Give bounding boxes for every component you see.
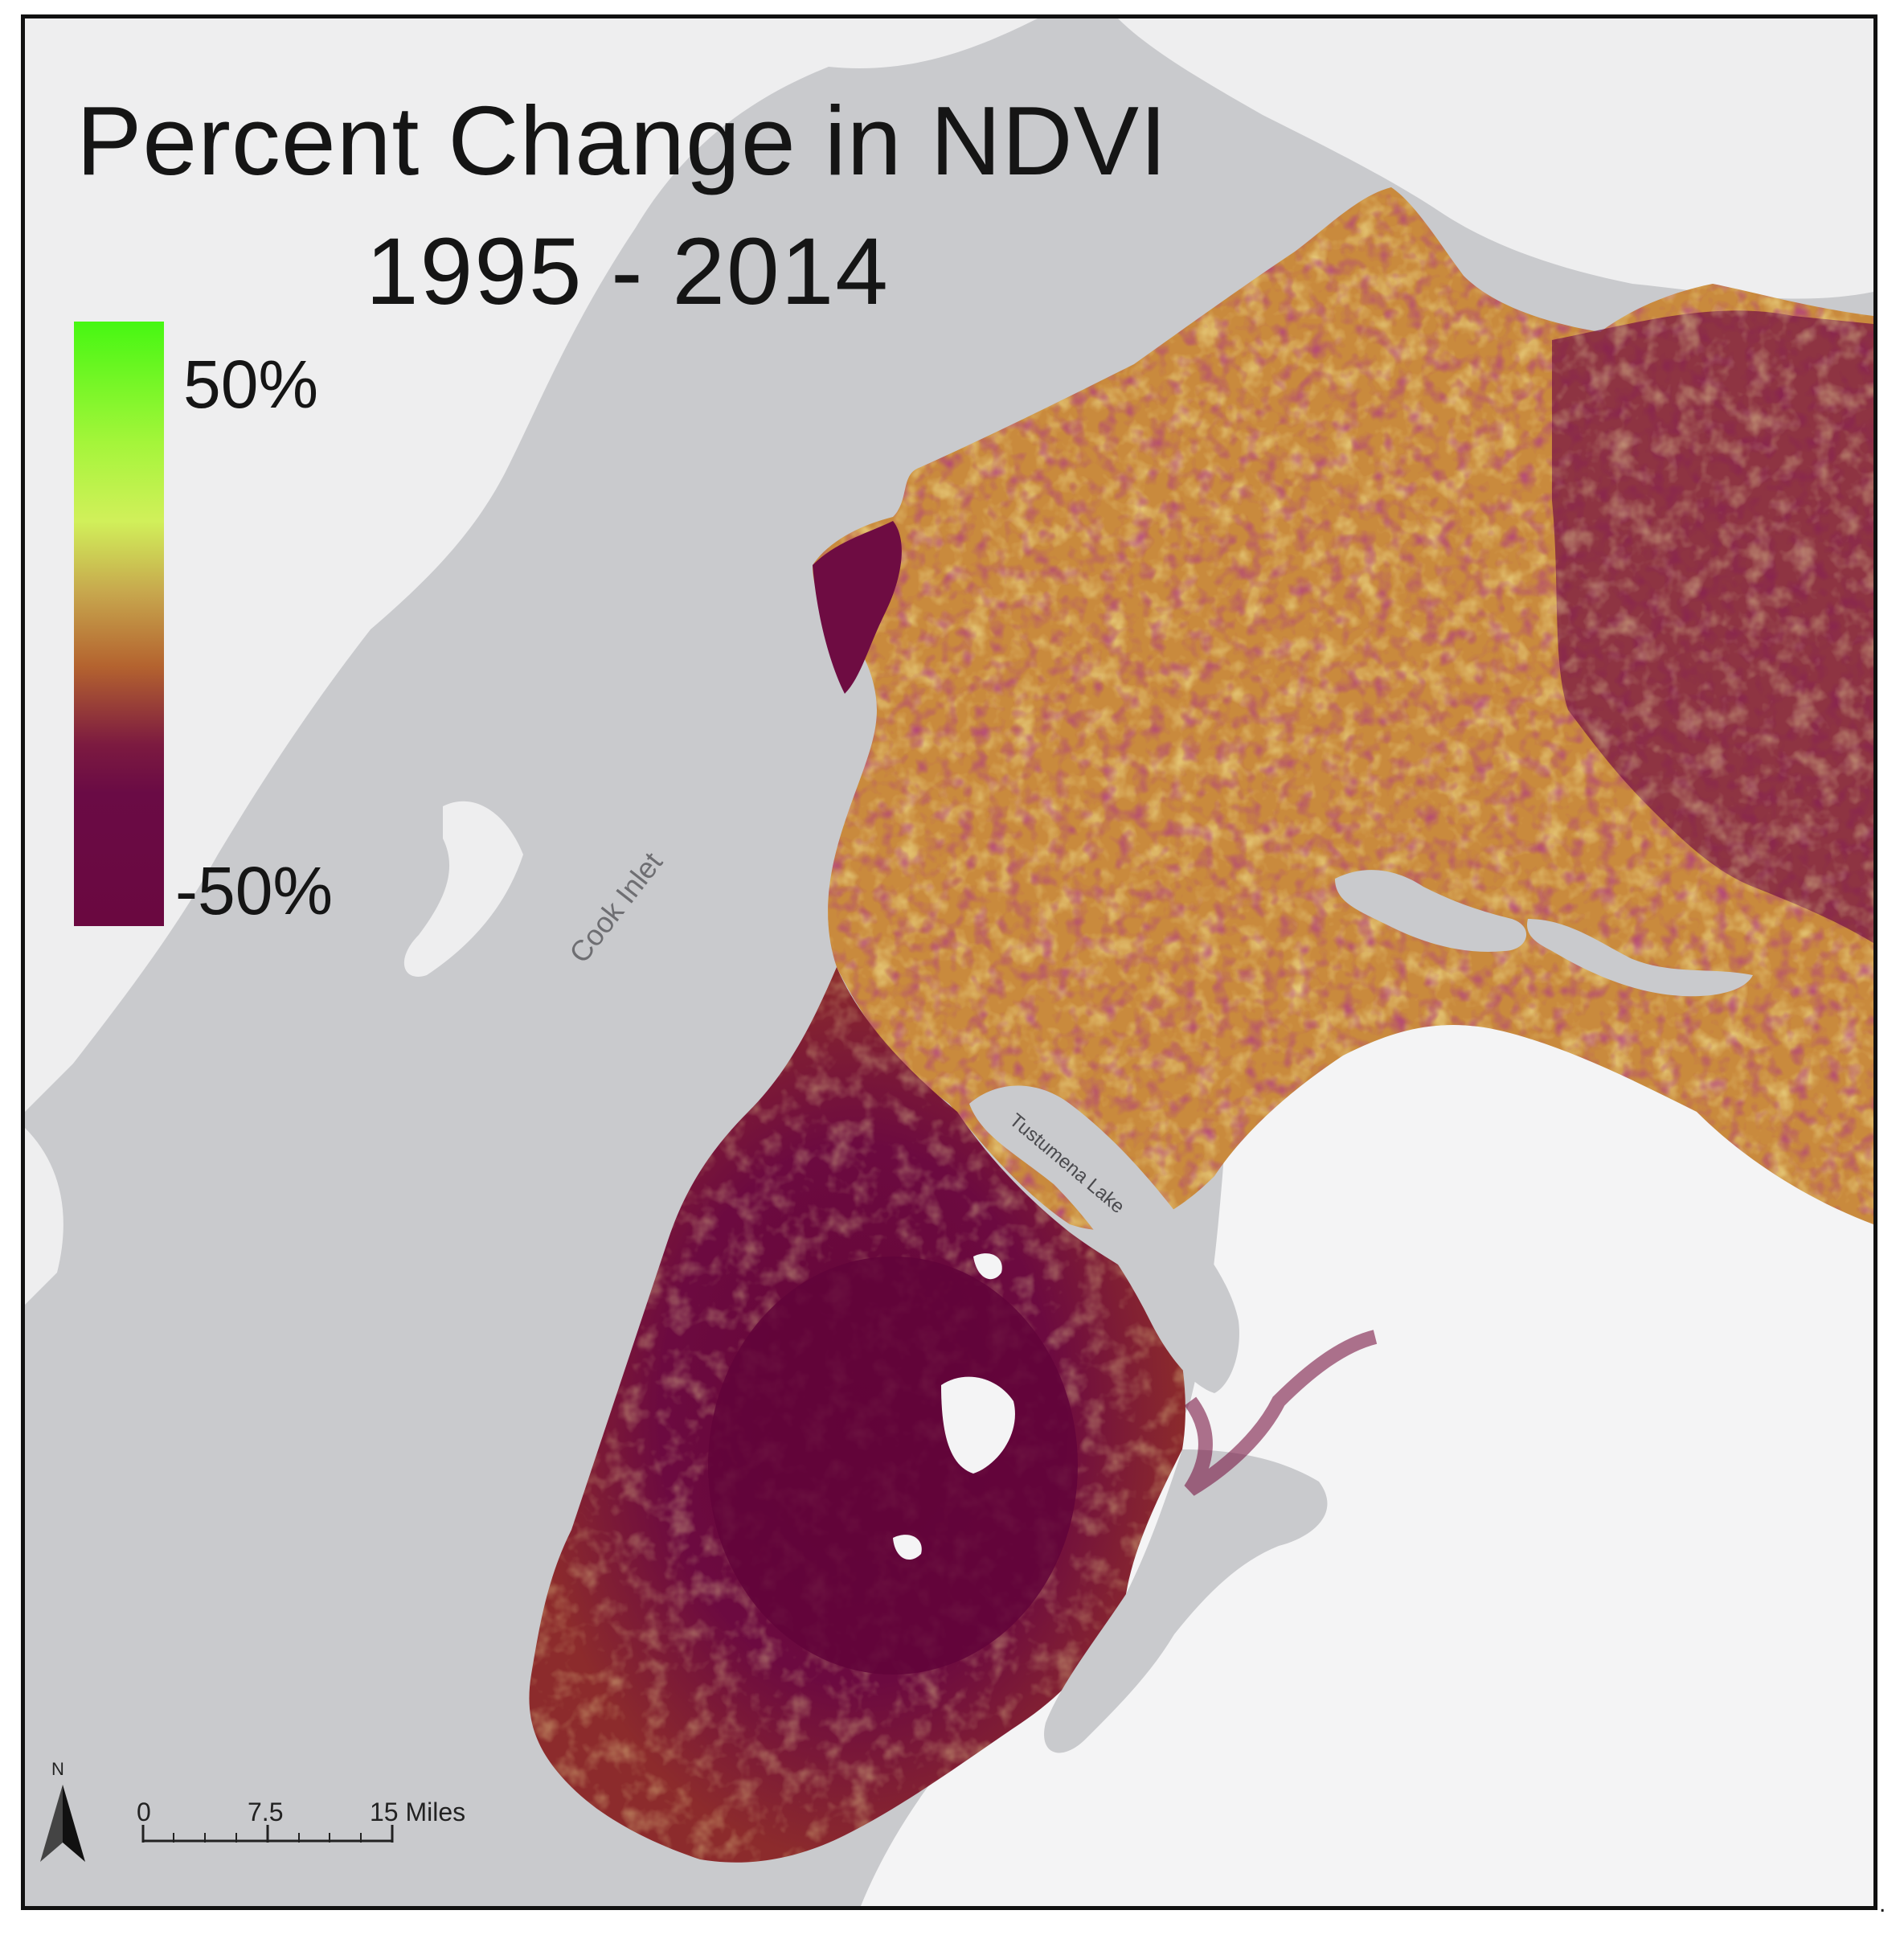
trailing-period: .: [1879, 1891, 1886, 1917]
southern-snow-patch-2: [973, 1253, 1002, 1280]
scale-label-7-5: 7.5: [248, 1798, 284, 1826]
map-subtitle-years: 1995 - 2014: [366, 219, 890, 325]
ndvi-map: [25, 18, 1873, 1906]
map-frame: [21, 14, 1877, 1910]
legend-min-label: -50%: [175, 853, 334, 929]
west-shore-land: [25, 18, 1038, 1112]
west-lower-land: [25, 1128, 63, 1305]
kenai-lake: [1527, 919, 1753, 997]
southern-snow-patch-3: [893, 1535, 922, 1560]
ice-edge-fringe: [1184, 1330, 1378, 1496]
southern-snow-patch: [941, 1376, 1015, 1474]
legend-max-label: 50%: [183, 346, 319, 422]
legend-color-ramp: [74, 322, 164, 926]
northeast-shore-land: [1118, 18, 1873, 299]
tustumena-lake: [969, 1085, 1239, 1393]
scale-label-0: 0: [137, 1798, 151, 1826]
island: [403, 801, 523, 977]
skilak-lake: [1335, 870, 1527, 952]
map-title: Percent Change in NDVI: [76, 86, 1168, 195]
scale-bar: [141, 1825, 394, 1843]
ndvi-southern-core: [708, 1256, 1078, 1675]
north-letter: N: [51, 1759, 64, 1779]
ndvi-northwest-rim: [813, 521, 902, 694]
north-arrow-icon: [40, 1785, 85, 1862]
kachemak-bay: [1044, 1449, 1328, 1753]
scale-label-15-miles: 15 Miles: [370, 1798, 466, 1826]
